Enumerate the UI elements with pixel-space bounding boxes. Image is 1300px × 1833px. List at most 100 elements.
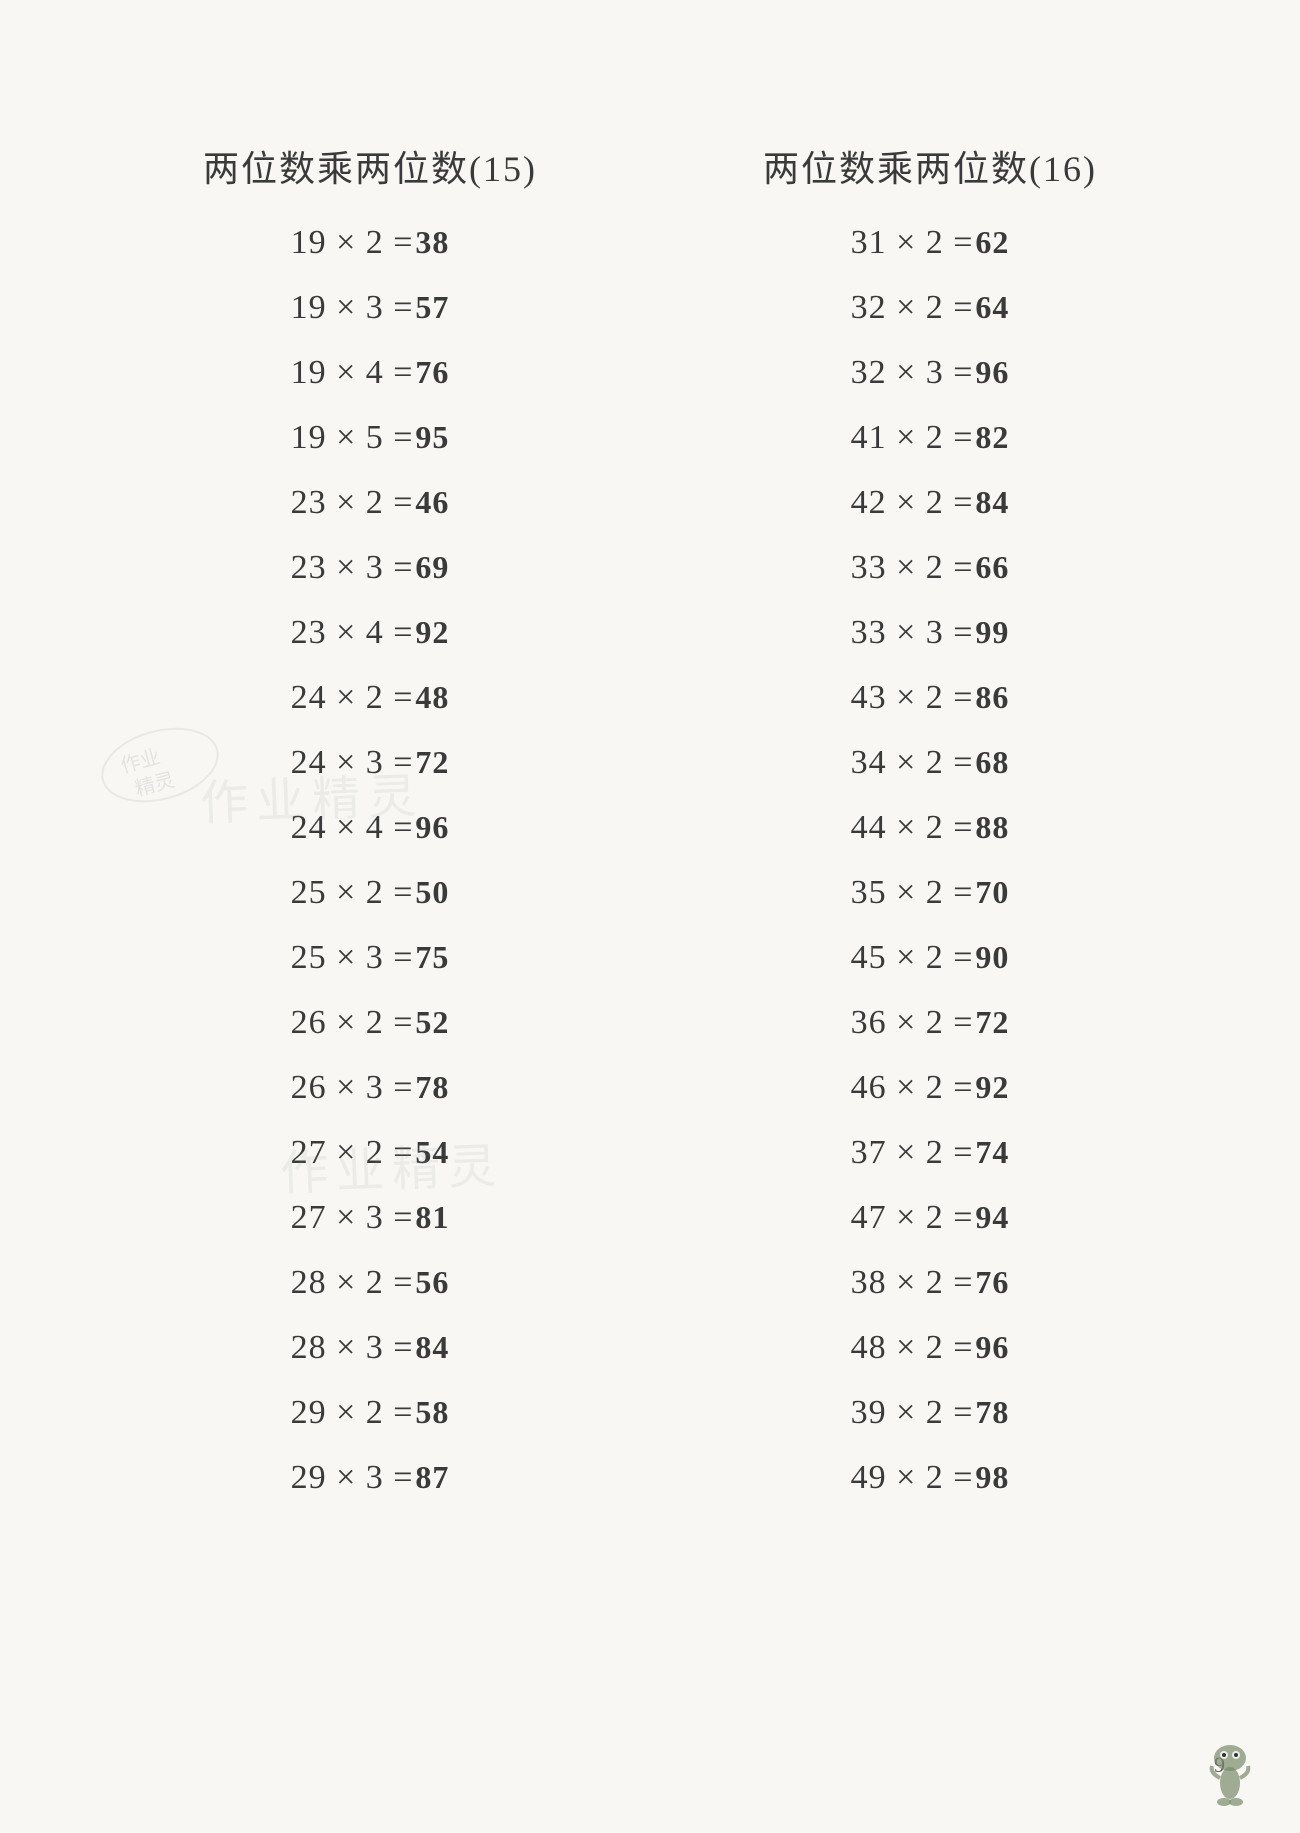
equation-row: 25 × 3 = 75 xyxy=(291,939,450,977)
equation-expression: 27 × 2 = xyxy=(291,1134,414,1172)
equation-expression: 38 × 2 = xyxy=(851,1264,974,1302)
mascot-icon xyxy=(1200,1738,1260,1808)
equation-row: 45 × 2 = 90 xyxy=(851,939,1010,977)
equation-row: 49 × 2 = 98 xyxy=(851,1459,1010,1497)
equation-expression: 44 × 2 = xyxy=(851,809,974,847)
equation-row: 39 × 2 = 78 xyxy=(851,1394,1010,1432)
equation-expression: 45 × 2 = xyxy=(851,939,974,977)
equation-expression: 31 × 2 = xyxy=(851,224,974,262)
equation-answer: 72 xyxy=(415,744,449,781)
equation-expression: 32 × 2 = xyxy=(851,289,974,327)
equation-answer: 92 xyxy=(415,614,449,651)
left-column-title: 两位数乘两位数(15) xyxy=(203,140,537,192)
equation-row: 23 × 3 = 69 xyxy=(291,549,450,587)
equation-row: 24 × 2 = 48 xyxy=(291,679,450,717)
equation-answer: 84 xyxy=(415,1329,449,1366)
equation-answer: 52 xyxy=(415,1004,449,1041)
equation-row: 33 × 3 = 99 xyxy=(851,614,1010,652)
equation-row: 32 × 2 = 64 xyxy=(851,289,1010,327)
equation-answer: 95 xyxy=(415,419,449,456)
equation-row: 27 × 3 = 81 xyxy=(291,1199,450,1237)
equation-answer: 92 xyxy=(975,1069,1009,1106)
equation-expression: 28 × 2 = xyxy=(291,1264,414,1302)
equation-answer: 38 xyxy=(415,224,449,261)
right-column-title: 两位数乘两位数(16) xyxy=(763,140,1097,192)
equation-answer: 50 xyxy=(415,874,449,911)
equation-row: 28 × 2 = 56 xyxy=(291,1264,450,1302)
equation-row: 24 × 4 = 96 xyxy=(291,809,450,847)
equation-answer: 81 xyxy=(415,1199,449,1236)
equation-row: 35 × 2 = 70 xyxy=(851,874,1010,912)
equation-expression: 33 × 2 = xyxy=(851,549,974,587)
equation-row: 48 × 2 = 96 xyxy=(851,1329,1010,1367)
equation-expression: 27 × 3 = xyxy=(291,1199,414,1237)
equation-answer: 90 xyxy=(975,939,1009,976)
equation-row: 47 × 2 = 94 xyxy=(851,1199,1010,1237)
equation-answer: 98 xyxy=(975,1459,1009,1496)
equation-row: 33 × 2 = 66 xyxy=(851,549,1010,587)
equation-row: 26 × 3 = 78 xyxy=(291,1069,450,1107)
equation-expression: 24 × 2 = xyxy=(291,679,414,717)
equation-answer: 82 xyxy=(975,419,1009,456)
equation-expression: 32 × 3 = xyxy=(851,354,974,392)
equation-answer: 76 xyxy=(975,1264,1009,1301)
page-container: 两位数乘两位数(15) 19 × 2 = 38 19 × 3 = 57 19 × 4… xyxy=(120,140,1180,1497)
equation-answer: 70 xyxy=(975,874,1009,911)
equation-expression: 26 × 3 = xyxy=(291,1069,414,1107)
equation-answer: 99 xyxy=(975,614,1009,651)
equation-row: 42 × 2 = 84 xyxy=(851,484,1010,522)
equation-row: 29 × 2 = 58 xyxy=(291,1394,450,1432)
equation-expression: 37 × 2 = xyxy=(851,1134,974,1172)
equation-answer: 86 xyxy=(975,679,1009,716)
equation-answer: 48 xyxy=(415,679,449,716)
equation-answer: 72 xyxy=(975,1004,1009,1041)
equation-expression: 47 × 2 = xyxy=(851,1199,974,1237)
equation-answer: 78 xyxy=(415,1069,449,1106)
equation-answer: 58 xyxy=(415,1394,449,1431)
equation-expression: 46 × 2 = xyxy=(851,1069,974,1107)
equation-answer: 66 xyxy=(975,549,1009,586)
equation-answer: 56 xyxy=(415,1264,449,1301)
equation-row: 43 × 2 = 86 xyxy=(851,679,1010,717)
equation-expression: 25 × 2 = xyxy=(291,874,414,912)
equation-answer: 94 xyxy=(975,1199,1009,1236)
equation-row: 37 × 2 = 74 xyxy=(851,1134,1010,1172)
equation-expression: 42 × 2 = xyxy=(851,484,974,522)
equation-row: 36 × 2 = 72 xyxy=(851,1004,1010,1042)
equation-row: 28 × 3 = 84 xyxy=(291,1329,450,1367)
equation-expression: 24 × 3 = xyxy=(291,744,414,782)
equation-expression: 25 × 3 = xyxy=(291,939,414,977)
equation-expression: 23 × 2 = xyxy=(291,484,414,522)
equation-expression: 26 × 2 = xyxy=(291,1004,414,1042)
right-equation-list: 31 × 2 = 6232 × 2 = 6432 × 3 = 9641 × 2 … xyxy=(851,224,1010,1497)
equation-row: 46 × 2 = 92 xyxy=(851,1069,1010,1107)
equation-expression: 35 × 2 = xyxy=(851,874,974,912)
equation-row: 38 × 2 = 76 xyxy=(851,1264,1010,1302)
equation-answer: 75 xyxy=(415,939,449,976)
equation-row: 19 × 4 = 76 xyxy=(291,354,450,392)
equation-answer: 96 xyxy=(975,1329,1009,1366)
left-column: 两位数乘两位数(15) 19 × 2 = 38 19 × 3 = 57 19 × 4… xyxy=(120,140,620,1497)
equation-expression: 24 × 4 = xyxy=(291,809,414,847)
equation-answer: 88 xyxy=(975,809,1009,846)
equation-expression: 23 × 4 = xyxy=(291,614,414,652)
equation-row: 23 × 2 = 46 xyxy=(291,484,450,522)
equation-row: 25 × 2 = 50 xyxy=(291,874,450,912)
equation-expression: 41 × 2 = xyxy=(851,419,974,457)
equation-row: 26 × 2 = 52 xyxy=(291,1004,450,1042)
equation-row: 31 × 2 = 62 xyxy=(851,224,1010,262)
equation-answer: 62 xyxy=(975,224,1009,261)
equation-row: 19 × 3 = 57 xyxy=(291,289,450,327)
equation-answer: 54 xyxy=(415,1134,449,1171)
equation-expression: 49 × 2 = xyxy=(851,1459,974,1497)
equation-answer: 96 xyxy=(415,809,449,846)
equation-expression: 19 × 2 = xyxy=(291,224,414,262)
equation-expression: 28 × 3 = xyxy=(291,1329,414,1367)
equation-expression: 19 × 5 = xyxy=(291,419,414,457)
equation-answer: 64 xyxy=(975,289,1009,326)
left-equation-list: 19 × 2 = 38 19 × 3 = 57 19 × 4 = 76 19 × 5 … xyxy=(291,224,450,1497)
equation-row: 29 × 3 = 87 xyxy=(291,1459,450,1497)
equation-expression: 19 × 3 = xyxy=(291,289,414,327)
equation-row: 24 × 3 = 72 xyxy=(291,744,450,782)
equation-answer: 68 xyxy=(975,744,1009,781)
